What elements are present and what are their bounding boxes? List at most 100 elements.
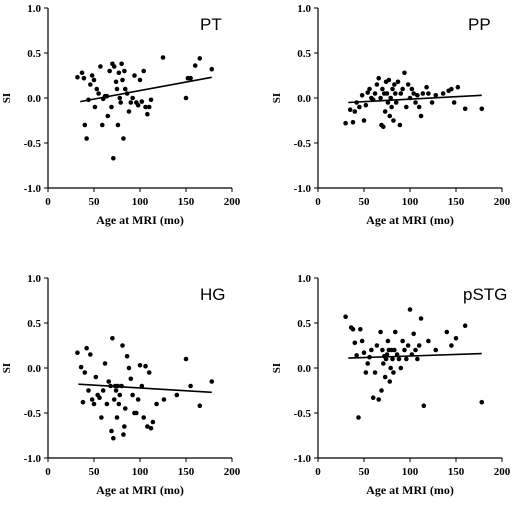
y-tick-label: -0.5 bbox=[294, 138, 312, 150]
data-point bbox=[122, 406, 128, 411]
x-tick-label: 0 bbox=[315, 196, 321, 208]
data-point bbox=[75, 75, 80, 80]
data-point bbox=[400, 338, 405, 344]
data-point bbox=[161, 397, 167, 402]
data-point bbox=[413, 100, 418, 105]
y-tick-label: 0.5 bbox=[27, 48, 41, 60]
data-point bbox=[384, 352, 390, 357]
data-point bbox=[449, 343, 454, 348]
data-point bbox=[398, 91, 404, 96]
panel-title: PP bbox=[468, 15, 491, 34]
x-tick-label: 100 bbox=[402, 466, 419, 478]
data-point bbox=[405, 343, 411, 348]
data-point bbox=[124, 354, 130, 359]
data-point bbox=[429, 100, 435, 105]
x-tick-label: 0 bbox=[45, 466, 51, 478]
x-axis-label: Age at MRI (mo) bbox=[96, 483, 184, 497]
data-point bbox=[451, 100, 457, 105]
data-point bbox=[357, 104, 362, 110]
data-point bbox=[106, 379, 112, 384]
data-point bbox=[192, 63, 198, 68]
data-point bbox=[111, 156, 116, 161]
data-point bbox=[134, 410, 139, 416]
data-point bbox=[387, 379, 393, 384]
data-point bbox=[376, 75, 382, 81]
data-point bbox=[84, 345, 89, 351]
data-point bbox=[130, 392, 135, 398]
data-point bbox=[416, 343, 422, 348]
x-tick-label: 0 bbox=[45, 196, 51, 208]
data-point bbox=[354, 353, 359, 358]
data-point bbox=[183, 356, 189, 362]
data-point bbox=[109, 428, 114, 434]
data-point bbox=[86, 97, 91, 103]
data-point bbox=[363, 102, 369, 108]
data-point bbox=[148, 97, 154, 103]
data-point bbox=[121, 432, 126, 437]
data-point bbox=[418, 113, 424, 119]
data-point bbox=[394, 352, 400, 357]
data-point bbox=[104, 93, 110, 99]
data-point bbox=[453, 336, 459, 341]
x-tick-label: 150 bbox=[448, 196, 465, 208]
data-point bbox=[391, 118, 396, 123]
data-point bbox=[388, 95, 393, 101]
data-point bbox=[137, 77, 143, 83]
data-point bbox=[380, 347, 385, 353]
data-point bbox=[102, 361, 108, 366]
data-point bbox=[111, 435, 116, 441]
x-tick-label: 150 bbox=[178, 466, 195, 478]
data-point bbox=[130, 95, 135, 101]
y-tick-label: -1.0 bbox=[294, 183, 312, 195]
data-point bbox=[93, 374, 99, 380]
data-point bbox=[146, 370, 152, 375]
data-point bbox=[462, 106, 468, 112]
data-point bbox=[135, 102, 141, 108]
data-point bbox=[119, 383, 124, 389]
data-point bbox=[100, 388, 106, 393]
y-tick-label: 1.0 bbox=[27, 273, 41, 285]
x-tick-label: 0 bbox=[315, 466, 321, 478]
data-point bbox=[114, 86, 120, 92]
data-point bbox=[121, 136, 126, 141]
data-point bbox=[395, 79, 401, 85]
data-point bbox=[363, 370, 369, 375]
data-point bbox=[358, 327, 363, 332]
data-point bbox=[122, 68, 127, 74]
y-tick-label: -0.5 bbox=[24, 138, 42, 150]
data-point bbox=[455, 84, 461, 90]
y-axis-label: SI bbox=[271, 93, 283, 103]
y-tick-label: 0.0 bbox=[297, 93, 311, 105]
data-point bbox=[421, 403, 427, 409]
x-axis-label: Age at MRI (mo) bbox=[366, 213, 454, 227]
data-point bbox=[82, 370, 88, 375]
data-point bbox=[407, 307, 413, 312]
data-point bbox=[116, 70, 122, 76]
data-point bbox=[132, 73, 137, 78]
data-point bbox=[113, 388, 119, 393]
data-point bbox=[389, 104, 394, 110]
data-point bbox=[462, 323, 468, 329]
y-tick-label: 0.5 bbox=[27, 318, 41, 330]
data-point bbox=[94, 86, 100, 92]
data-point bbox=[440, 91, 446, 96]
panel-title: HG bbox=[200, 285, 226, 304]
data-point bbox=[126, 109, 132, 114]
x-tick-label: 150 bbox=[178, 196, 195, 208]
y-tick-label: 1.0 bbox=[297, 3, 311, 15]
data-point bbox=[376, 397, 382, 402]
data-point bbox=[426, 91, 431, 96]
data-point bbox=[374, 82, 380, 87]
data-point bbox=[397, 122, 403, 128]
data-point bbox=[352, 109, 358, 114]
data-point bbox=[396, 356, 402, 362]
x-axis-label: Age at MRI (mo) bbox=[96, 213, 184, 227]
data-point bbox=[97, 395, 102, 401]
x-tick-label: 100 bbox=[402, 196, 419, 208]
data-point bbox=[88, 82, 93, 87]
data-point bbox=[122, 424, 127, 429]
data-point bbox=[80, 399, 86, 405]
data-point bbox=[89, 73, 95, 78]
data-point bbox=[119, 61, 124, 67]
data-point bbox=[91, 77, 97, 83]
